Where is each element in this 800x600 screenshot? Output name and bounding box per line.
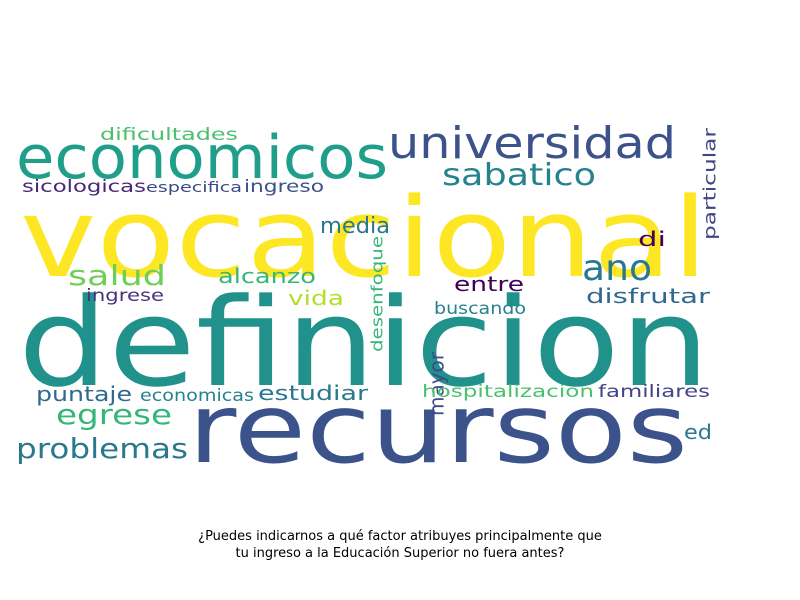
cloud-word-hospitalizacion: hospitalizacion bbox=[422, 382, 594, 402]
cloud-word-mayor: mayor bbox=[425, 351, 449, 416]
cloud-word-vocacional: vocacional bbox=[20, 174, 708, 302]
cloud-word-sicologicas: sicologicas bbox=[22, 177, 146, 197]
cloud-word-ingrese: ingrese bbox=[86, 286, 164, 306]
cloud-word-estudiar: estudiar bbox=[258, 381, 369, 405]
cloud-word-universidad: universidad bbox=[388, 118, 676, 169]
cloud-word-buscando: buscando bbox=[434, 299, 526, 319]
cloud-word-economicas: economicas bbox=[140, 386, 254, 406]
cloud-word-media: media bbox=[320, 214, 390, 239]
cloud-word-recursos: recursos bbox=[188, 373, 688, 485]
cloud-word-desenfoque: desenfoque bbox=[367, 236, 386, 352]
cloud-word-familiares: familiares bbox=[598, 382, 710, 402]
cloud-word-disfrutar: disfrutar bbox=[586, 284, 711, 308]
cloud-word-problemas: problemas bbox=[16, 432, 188, 465]
cloud-word-entre: entre bbox=[454, 272, 524, 296]
cloud-word-especifica: especifica bbox=[146, 180, 242, 196]
cloud-word-vida: vida bbox=[288, 286, 344, 310]
cloud-word-sabatico: sabatico bbox=[442, 158, 596, 193]
cloud-word-egrese: egrese bbox=[56, 398, 172, 431]
chart-caption: ¿Puedes indicarnos a qué factor atribuye… bbox=[0, 528, 800, 562]
cloud-word-di: di bbox=[638, 227, 666, 251]
caption-line-1: ¿Puedes indicarnos a qué factor atribuye… bbox=[198, 529, 602, 544]
cloud-word-ed: ed bbox=[684, 420, 712, 444]
cloud-word-definicion: definicion bbox=[18, 272, 710, 414]
cloud-word-salud: salud bbox=[68, 259, 166, 292]
cloud-word-dificultades: dificultades bbox=[100, 125, 238, 145]
cloud-word-economicos: economicos bbox=[16, 123, 388, 193]
cloud-word-ano: ano bbox=[582, 248, 652, 289]
cloud-word-alcanzo: alcanzo bbox=[218, 264, 316, 288]
cloud-word-puntaje: puntaje bbox=[36, 382, 132, 406]
caption-line-2: tu ingreso a la Educación Superior no fu… bbox=[235, 546, 565, 561]
cloud-word-ingreso: ingreso bbox=[244, 177, 324, 197]
cloud-word-particular: particular bbox=[700, 128, 720, 240]
